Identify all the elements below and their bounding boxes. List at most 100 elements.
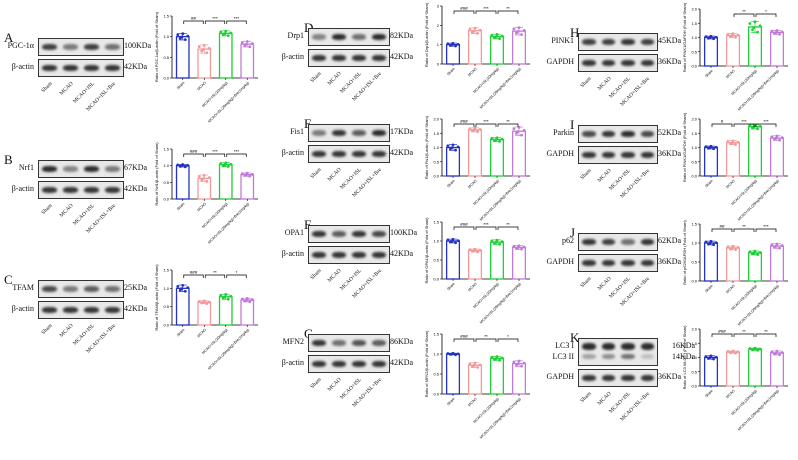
data-point xyxy=(775,134,779,138)
bar-chart-c: 0.0 0.5 1.0 1.5 Ratio of TFAM/β-actin (Fold … xyxy=(154,264,258,371)
data-point xyxy=(736,350,740,354)
data-point xyxy=(240,297,244,301)
significance-mark: ** xyxy=(742,329,746,334)
data-point xyxy=(498,358,501,362)
data-point xyxy=(176,163,180,167)
kda-label: 36KDa xyxy=(658,372,682,381)
data-point xyxy=(207,300,211,304)
bar xyxy=(703,146,719,177)
y-tick-label: 1.5 xyxy=(163,147,169,152)
blot-row-loading-control xyxy=(578,146,658,164)
bar xyxy=(467,364,483,395)
band xyxy=(312,151,326,157)
bar xyxy=(218,164,233,200)
bar xyxy=(240,299,255,326)
blot-row-target xyxy=(578,33,658,51)
kda-label: 42KDa xyxy=(390,148,414,157)
y-tick-label: 2.0 xyxy=(691,117,697,122)
bar-chart-i: 0.0 0.5 1.0 1.5 2.0 Ratio of PINK1/GAPDH (Fol… xyxy=(682,112,788,222)
bar xyxy=(511,30,527,65)
bar xyxy=(511,362,527,395)
protein-label: Drp1 xyxy=(287,31,304,40)
data-point xyxy=(197,299,201,303)
blot-row-target xyxy=(308,124,390,142)
panel-letter: K xyxy=(570,330,580,345)
bar xyxy=(489,241,505,280)
band xyxy=(105,286,120,292)
protein-label: β-actin xyxy=(11,62,34,71)
protein-label: Nrf1 xyxy=(18,163,34,172)
bar xyxy=(489,138,505,177)
band xyxy=(601,343,615,350)
bar xyxy=(175,36,190,79)
data-point xyxy=(456,352,460,356)
band xyxy=(352,130,366,136)
data-point xyxy=(494,138,498,142)
data-point xyxy=(752,347,756,351)
data-point xyxy=(244,298,248,302)
bar-chart-b: 0.0 0.5 1.0 1.5 Ratio of Nrf1/β-actin (Fold … xyxy=(154,142,258,245)
bar xyxy=(467,129,483,177)
blot-row-target xyxy=(578,125,658,143)
data-point xyxy=(229,31,233,35)
data-point xyxy=(180,287,183,291)
x-tick-label: MCAO+ISL(20mg/kg)+Bre(1mg/kg) xyxy=(737,389,780,432)
x-tick-label: Sham xyxy=(446,179,455,188)
data-point xyxy=(205,51,209,55)
data-point xyxy=(714,145,718,149)
data-point xyxy=(714,241,718,245)
x-tick-label: MCAO+ISL(20mg/kg)+Bre(1mg/kg) xyxy=(207,328,250,371)
data-point xyxy=(248,45,252,49)
band xyxy=(372,130,386,136)
y-tick-label: 1.5 xyxy=(433,131,439,136)
x-tick-label: MCAO xyxy=(725,69,736,80)
lane-label: MCAO xyxy=(596,167,613,184)
significance-mark: *** xyxy=(483,119,489,124)
band xyxy=(640,375,654,381)
lane-label: MCAO xyxy=(327,376,344,393)
bar xyxy=(725,351,741,387)
bar-chart-d: 0 1 2 3 Ratio of Drp1/β-actin (Fold of Sham)… xyxy=(424,2,530,110)
data-point xyxy=(734,248,737,252)
y-tick-label: 3 xyxy=(437,4,440,9)
panel-b: B Nrf1 67KDa β-actin 42KDa Sham MCAO MCAO+ISL MC… xyxy=(0,140,147,235)
band xyxy=(621,152,635,158)
significance-mark: ### xyxy=(460,6,468,11)
bar-chart-a: 0.0 0.5 1.0 1.5 Ratio of PGC-1α/β-actin (Fol… xyxy=(154,11,258,124)
bar xyxy=(511,246,527,280)
data-point xyxy=(226,165,230,168)
data-point xyxy=(714,35,718,39)
data-point xyxy=(730,350,734,354)
protein-label: β-actin xyxy=(11,184,34,193)
y-tick-label: 2.0 xyxy=(691,7,697,12)
protein-label: MFN2 xyxy=(282,337,304,346)
x-tick-label: MCAO xyxy=(467,397,478,408)
kda-label: 17KDa xyxy=(390,127,414,136)
data-point xyxy=(778,353,781,357)
data-point xyxy=(704,355,708,358)
data-point xyxy=(520,33,523,37)
x-tick-label: Sham xyxy=(704,179,713,188)
panel-letter: B xyxy=(4,152,13,167)
data-point xyxy=(731,139,735,143)
y-tick-label: 1.5 xyxy=(691,341,697,346)
x-tick-label: Sham xyxy=(446,397,455,406)
data-point xyxy=(500,34,504,38)
significance-mark: ## xyxy=(191,16,197,21)
data-point xyxy=(500,137,504,141)
band xyxy=(63,286,78,292)
y-tick-label: 0.0 xyxy=(163,323,169,328)
x-tick-label: MCAO xyxy=(197,81,208,92)
band xyxy=(312,34,326,40)
data-point xyxy=(180,35,183,39)
x-tick-label: Sham xyxy=(176,328,185,337)
data-point xyxy=(207,176,211,180)
y-tick-label: 0.5 xyxy=(163,180,169,185)
data-point xyxy=(250,172,254,176)
protein-label: GAPDH xyxy=(546,257,574,266)
significance-mark: ** xyxy=(742,9,746,14)
data-point xyxy=(520,364,523,368)
data-point xyxy=(472,249,476,253)
y-axis-label: Ratio of TFAM/β-actin (Fold of Sham) xyxy=(154,264,159,331)
band xyxy=(84,65,99,71)
